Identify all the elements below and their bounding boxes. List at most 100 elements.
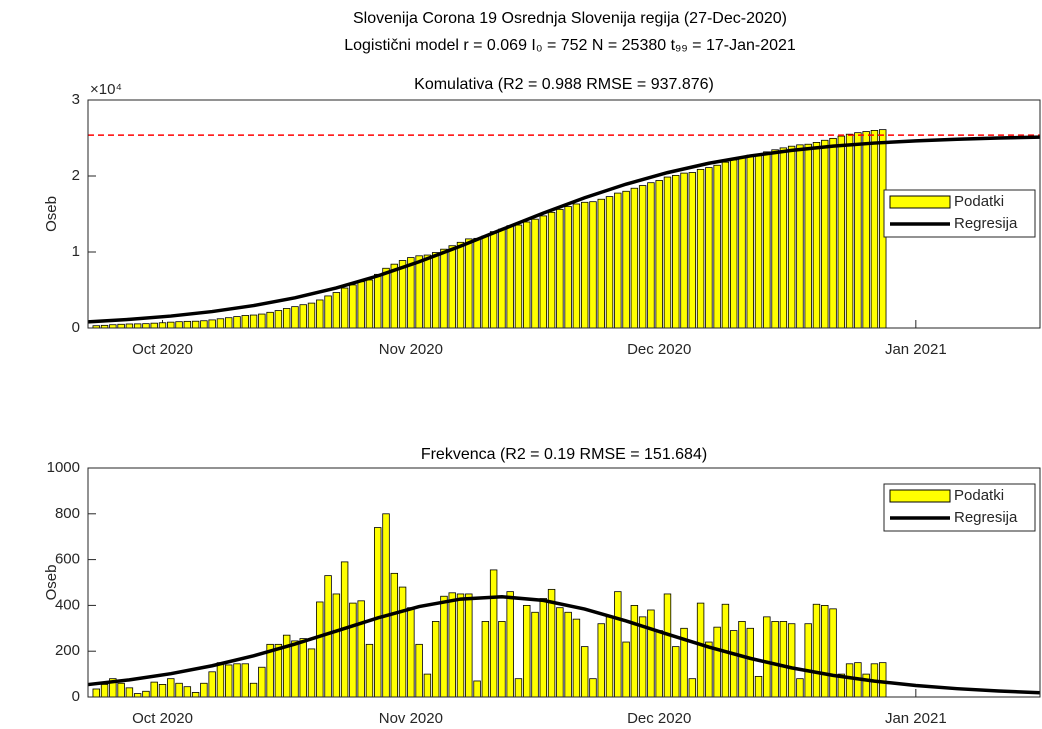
bar [547,588,556,698]
bar [870,129,879,329]
bar [556,607,564,698]
bar [489,231,498,329]
bar [390,572,399,698]
bar [696,602,705,698]
bar [796,144,804,329]
regression-line [87,135,1041,324]
bar [597,198,605,329]
bar [845,133,854,329]
bar [183,320,192,329]
bar [506,591,514,698]
bar [862,673,870,698]
bar [738,157,746,329]
bar [787,145,796,329]
bar [672,646,680,698]
y-axis-label: Oseb [43,196,60,232]
bar [258,313,266,329]
bar [829,137,837,329]
bar [191,320,200,329]
bar [374,527,382,698]
y-tick-label: 200 [55,642,80,659]
bar [605,196,614,329]
bar [821,605,829,698]
bar [523,221,531,329]
bar [845,663,854,698]
bar [630,187,639,329]
bar [415,643,423,698]
bar [133,323,142,329]
legend-swatch [889,195,951,209]
bar [200,682,208,698]
bar [589,678,597,698]
legend-label: Regresija [954,215,1018,232]
bar [423,673,432,698]
y-tick-label: 800 [55,505,80,522]
bar [729,630,738,698]
bar [431,252,440,329]
bar [821,139,829,329]
bar [332,292,341,329]
bar [307,648,316,698]
x-tick-label: Nov 2020 [379,710,443,727]
y-tick-label: 1000 [47,459,80,476]
bar [680,172,688,329]
bar [225,664,233,698]
bar [638,185,647,329]
bar [216,318,225,329]
y-axis-label: Oseb [43,565,60,601]
bar [175,321,183,329]
bar [489,569,498,698]
bar [423,254,432,329]
bar [481,621,490,698]
bar [473,680,481,698]
bar [473,237,481,329]
bar [357,600,365,698]
bar [307,302,316,329]
bar [614,591,622,698]
bar [580,201,589,329]
axes-box [87,99,1041,329]
bar [862,131,870,329]
bar [539,215,548,329]
bar [465,238,473,329]
bar [514,224,523,329]
bar [208,671,216,698]
bar [125,323,134,329]
bar [564,611,572,698]
bar [390,263,399,329]
bar [589,201,597,329]
bar [142,690,150,698]
bar [572,618,581,698]
legend-label: Podatki [954,193,1004,210]
bar [249,682,258,698]
bar [291,306,299,329]
bar [142,323,150,329]
bar [763,151,771,329]
x-tick-label: Dec 2020 [627,710,691,727]
bar [655,180,663,329]
bar [647,609,655,698]
bar [506,225,514,329]
bar [622,641,630,698]
bar [705,641,713,698]
bar [672,174,680,329]
bar [233,316,241,329]
bar [622,190,630,329]
y-tick-label: 0 [72,688,80,705]
bar [779,621,788,698]
bar [812,142,821,329]
bar [316,601,324,698]
bar [514,678,523,698]
bar [663,176,672,329]
bar [332,593,341,698]
bar [754,154,763,329]
bar [771,621,779,698]
bar [208,319,216,329]
y-tick-label: 400 [55,596,80,613]
bar [630,605,639,698]
regression-line [87,595,1041,695]
bar [547,211,556,329]
bar [655,630,663,698]
bar [787,623,796,698]
